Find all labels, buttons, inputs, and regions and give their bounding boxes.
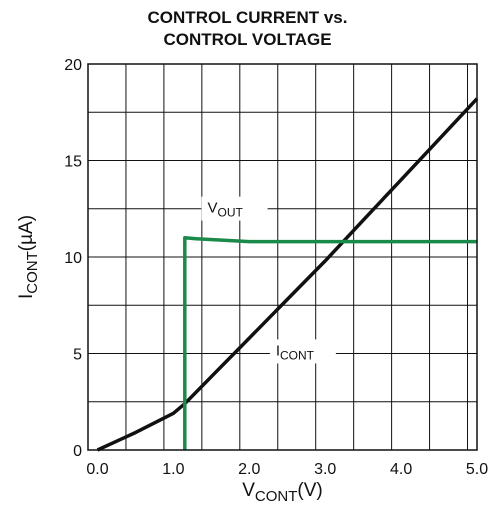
tick-labels: 0.0 1.0 2.0 3.0 4.0 5.0 0 5 10 15 20: [64, 57, 488, 478]
x-tick-label-0: 0.0: [86, 461, 108, 478]
series-annotation-i-cont: ICONT: [276, 342, 315, 362]
series-annotation-v-out: VOUT: [208, 200, 244, 220]
y-tick-label-4: 20: [64, 57, 82, 74]
x-tick-label-2: 2.0: [238, 461, 260, 478]
annotation-background: [269, 339, 336, 364]
plot-frame: [87, 63, 478, 451]
series-layer: [96, 97, 479, 452]
series-line-v-out: [183, 235, 477, 450]
y-tick-label-2: 10: [64, 250, 82, 267]
chart-title-line1: CONTROL CURRENT vs.: [147, 8, 348, 27]
x-tick-label-1: 1.0: [162, 461, 184, 478]
y-tick-label-1: 5: [73, 347, 82, 364]
grid: [87, 63, 477, 451]
annotations: ICONT VOUT: [201, 196, 336, 364]
annotation-background: [201, 196, 268, 221]
y-tick-label-0: 0: [73, 443, 82, 460]
x-tick-label-4: 4.0: [390, 461, 412, 478]
y-tick-label-3: 15: [64, 154, 82, 171]
x-tick-label-5: 5.0: [466, 461, 488, 478]
series-line-i-cont: [96, 97, 479, 452]
x-axis-title: VCONT(V): [242, 480, 323, 505]
x-tick-label-3: 3.0: [314, 461, 336, 478]
y-axis-title: ICONT(µA): [16, 215, 41, 299]
chart-title-line2: CONTROL VOLTAGE: [163, 30, 332, 49]
